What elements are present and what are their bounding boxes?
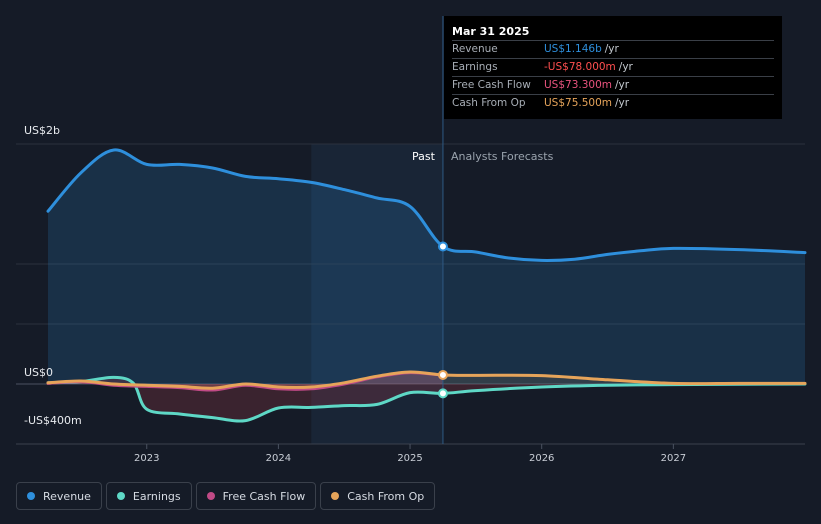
revenue-line <box>46 148 807 262</box>
tooltip-label: Earnings <box>452 61 498 73</box>
tooltip-label: Revenue <box>452 43 498 55</box>
tooltip-row-free-cash-flow: Free Cash Flow US$73.300m /yr <box>452 76 774 94</box>
x-axis-ticks: 2023 2024 2025 2026 2027 <box>134 444 686 464</box>
tooltip-unit: /yr <box>604 43 619 55</box>
legend-dot-icon <box>206 492 215 500</box>
legend-item-free-cash-flow[interactable]: Free Cash Flow <box>195 482 317 510</box>
y-axis-label-zero: US$0 <box>24 366 53 379</box>
past-label: Past <box>412 150 436 163</box>
data-tooltip: Mar 31 2025 Revenue US$1.146b /yr Earnin… <box>444 16 782 119</box>
forecast-label: Analysts Forecasts <box>451 150 554 163</box>
earnings-marker <box>437 388 448 399</box>
earnings-area <box>48 377 805 422</box>
tooltip-unit: /yr <box>615 79 630 91</box>
tooltip-label: Free Cash Flow <box>452 79 531 91</box>
x-tick-label: 2027 <box>661 453 686 464</box>
legend-item-revenue[interactable]: Revenue <box>16 482 102 510</box>
legend-label: Revenue <box>43 489 91 503</box>
cash-from-op-line <box>46 370 807 390</box>
revenue-area <box>48 149 805 384</box>
legend-label: Cash From Op <box>347 489 425 503</box>
tooltip-date: Mar 31 2025 <box>452 25 530 38</box>
legend-dot-icon <box>116 492 125 500</box>
chart-legend: Revenue Earnings Free Cash Flow Cash Fro… <box>16 482 436 510</box>
legend-item-cash-from-op[interactable]: Cash From Op <box>320 482 436 510</box>
y-axis-label-top: US$2b <box>24 124 60 137</box>
tooltip-row-revenue: Revenue US$1.146b /yr <box>452 40 774 58</box>
tooltip-unit: /yr <box>618 61 633 73</box>
x-tick-label: 2025 <box>397 453 422 464</box>
tooltip-value: US$73.300m <box>544 79 612 91</box>
legend-label: Earnings <box>132 489 181 503</box>
y-axis-label-bottom: -US$400m <box>24 414 82 427</box>
tooltip-value: US$75.500m <box>544 97 612 109</box>
tooltip-row-cash-from-op: Cash From Op US$75.500m /yr <box>452 94 774 112</box>
tooltip-label: Cash From Op <box>452 97 526 109</box>
legend-item-earnings[interactable]: Earnings <box>105 482 192 510</box>
cash-from-op-marker <box>437 369 448 380</box>
series-lines <box>46 148 807 423</box>
x-tick-label: 2024 <box>266 453 291 464</box>
legend-dot-icon <box>331 492 340 500</box>
legend-dot-icon <box>27 492 35 500</box>
legend-label: Free Cash Flow <box>222 489 306 503</box>
tooltip-row-earnings: Earnings -US$78.000m /yr <box>452 58 774 76</box>
x-tick-label: 2023 <box>134 453 159 464</box>
series-markers <box>437 241 448 399</box>
highlight-band <box>311 144 443 444</box>
x-tick-label: 2026 <box>529 453 554 464</box>
tooltip-value: -US$78.000m <box>544 61 616 73</box>
revenue-marker <box>437 241 448 252</box>
tooltip-unit: /yr <box>615 97 630 109</box>
tooltip-value: US$1.146b <box>544 43 602 55</box>
